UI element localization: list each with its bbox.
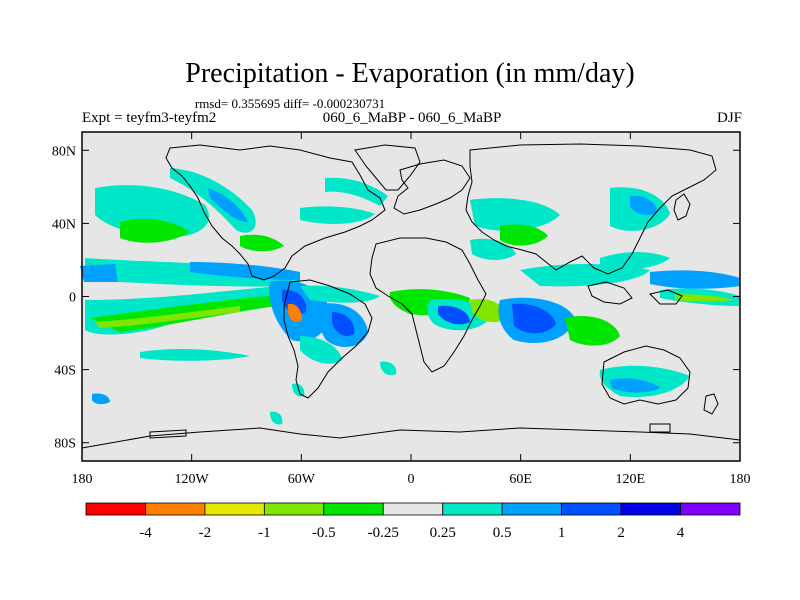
coastline-antarctica xyxy=(81,427,741,449)
field-blob xyxy=(610,378,660,393)
experiment-label: Expt = teyfm3-teyfm2 xyxy=(82,110,216,126)
colorbar-label: 1 xyxy=(558,525,566,541)
coastline-europe xyxy=(393,159,471,215)
x-tick-label: 60E xyxy=(509,472,532,487)
colorbar-label: 0.25 xyxy=(430,525,456,541)
colorbar-label: -2 xyxy=(199,525,212,541)
colorbar-box xyxy=(680,502,741,516)
field-blob xyxy=(300,336,342,364)
field-blob xyxy=(512,303,556,334)
y-tick-label: 40N xyxy=(52,217,76,232)
stats-line: rmsd= 0.355695 diff= -0.000230731 xyxy=(195,96,385,111)
field-blob xyxy=(140,349,250,361)
map-panel: 180 120W 60W 0 60E 120E 180 80N 40N 0 40S 80S xyxy=(52,131,751,487)
coastline-north-america xyxy=(165,144,386,281)
field-blob xyxy=(675,294,735,302)
y-tick-label: 80S xyxy=(54,437,76,452)
colorbar-label: -4 xyxy=(139,525,152,541)
figure-title: Precipitation - Evaporation (in mm/day) xyxy=(185,58,634,89)
field-blob xyxy=(300,206,375,224)
colorbar-label: 2 xyxy=(617,525,625,541)
colorbar-label: -1 xyxy=(258,525,271,541)
field-blob xyxy=(80,264,118,282)
coastline-africa xyxy=(369,237,487,373)
colorbar: -4 -2 -1 -0.5 -0.25 0.25 0.5 1 2 4 xyxy=(85,502,741,541)
colorbar-label: -0.25 xyxy=(368,525,399,541)
field-blob xyxy=(332,312,355,337)
field-blob xyxy=(190,262,300,280)
y-tick-label: 80N xyxy=(52,144,76,159)
colorbar-box xyxy=(145,502,206,516)
colorbar-label: -0.5 xyxy=(312,525,336,541)
field-blob xyxy=(92,393,110,405)
colorbar-box xyxy=(620,502,681,516)
colorbar-box xyxy=(204,502,265,516)
coastlines xyxy=(81,143,741,449)
y-tick-label: 40S xyxy=(54,364,76,379)
x-tick-label: 120E xyxy=(616,472,646,487)
colorbar-label: 0.5 xyxy=(493,525,512,541)
colorbar-box xyxy=(323,502,384,516)
field-blob xyxy=(630,195,658,215)
colorbar-label: 4 xyxy=(677,525,685,541)
field-blob xyxy=(500,224,548,246)
season-label: DJF xyxy=(717,110,742,126)
field-blob xyxy=(300,285,380,303)
colorbar-box xyxy=(561,502,622,516)
field-shading xyxy=(80,168,740,425)
x-tick-label: 60W xyxy=(288,472,316,487)
x-tick-label: 120W xyxy=(175,472,210,487)
field-blob xyxy=(270,411,283,425)
coastline-new-zealand xyxy=(703,393,719,415)
field-blob xyxy=(470,238,516,260)
colorbar-box xyxy=(263,502,325,516)
y-tick-label: 0 xyxy=(69,291,76,306)
colorbar-box xyxy=(85,502,146,516)
coastline-antarctic-island xyxy=(149,429,187,439)
field-blob xyxy=(95,306,240,328)
coastline-south-america xyxy=(283,279,373,399)
field-blob xyxy=(208,188,248,222)
colorbar-box xyxy=(382,502,444,516)
colorbar-box xyxy=(442,502,503,516)
x-tick-label: 180 xyxy=(730,472,751,487)
coastline-asia xyxy=(465,143,717,275)
field-blob xyxy=(380,361,397,376)
field-blob xyxy=(325,177,388,206)
field-blob xyxy=(287,303,302,323)
coastline-new-guinea xyxy=(649,289,683,305)
coastline-antarctic-island xyxy=(649,423,671,433)
field-blob xyxy=(600,252,670,270)
coastline-japan xyxy=(673,193,691,221)
field-blob xyxy=(650,270,740,289)
x-tick-label: 0 xyxy=(408,472,415,487)
axis-ticks: 180 120W 60W 0 60E 120E 180 80N 40N 0 40S 80S xyxy=(52,132,751,487)
field-blob xyxy=(470,298,506,323)
field-blob xyxy=(565,316,620,346)
coastline-maritime xyxy=(587,281,633,305)
field-blob xyxy=(438,305,470,325)
colorbar-box xyxy=(501,502,563,516)
coastline-australia xyxy=(601,345,691,405)
run-label: 060_6_MaBP - 060_6_MaBP xyxy=(323,110,502,126)
field-blob xyxy=(470,198,560,231)
field-blob xyxy=(120,218,190,243)
field-blob xyxy=(292,383,305,397)
x-tick-label: 180 xyxy=(72,472,93,487)
field-blob xyxy=(240,234,284,252)
